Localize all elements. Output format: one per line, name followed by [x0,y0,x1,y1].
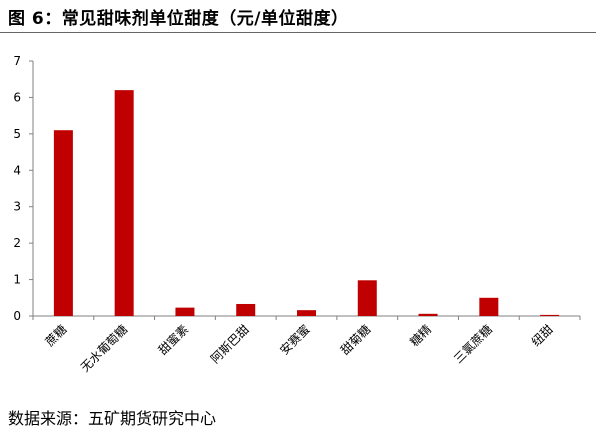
y-tick-label: 6 [13,90,21,104]
bar-chart: 0 1 2 3 4 5 6 7 蔗糖 无水葡萄糖 甜蜜素 阿斯巴甜 安赛蜜 甜菊糖 糖精 三氯蔗糖 纽甜 [13,54,581,375]
y-tick-label: 2 [13,236,21,250]
x-tick-label: 甜菊糖 [337,322,373,358]
bar [53,130,73,316]
chart-axes [29,60,581,320]
bar [357,280,377,316]
data-source: 数据来源：五矿期货研究中心 [8,409,217,428]
chart-tick-labels: 0 1 2 3 4 5 6 7 蔗糖 无水葡萄糖 甜蜜素 阿斯巴甜 安赛蜜 甜菊糖 糖精 三氯蔗糖 纽甜 [13,54,555,375]
x-tick-label: 纽甜 [529,322,556,349]
x-tick-label: 安赛蜜 [277,322,313,358]
x-tick-label: 甜蜜素 [155,322,191,358]
y-tick-label: 1 [13,273,21,287]
chart-title: 图 6：常见甜味剂单位甜度（元/单位甜度） [8,9,349,29]
x-tick-label: 无水葡萄糖 [77,322,130,375]
bar [540,314,560,316]
y-tick-label: 5 [13,127,21,141]
bar [479,297,499,316]
bar [175,307,195,316]
x-tick-label: 蔗糖 [42,322,70,350]
x-tick-label: 糖精 [407,322,435,350]
x-tick-label: 三氯蔗糖 [450,322,495,367]
chart-bars [53,90,560,316]
x-tick-label: 阿斯巴甜 [208,322,252,366]
y-tick-label: 4 [13,163,21,177]
bar [236,303,256,316]
y-tick-label: 0 [13,309,21,323]
bar [297,310,316,316]
y-tick-label: 3 [13,200,21,214]
bar [418,313,438,316]
y-tick-label: 7 [13,54,21,68]
title-divider [0,32,596,33]
bar [114,90,134,316]
